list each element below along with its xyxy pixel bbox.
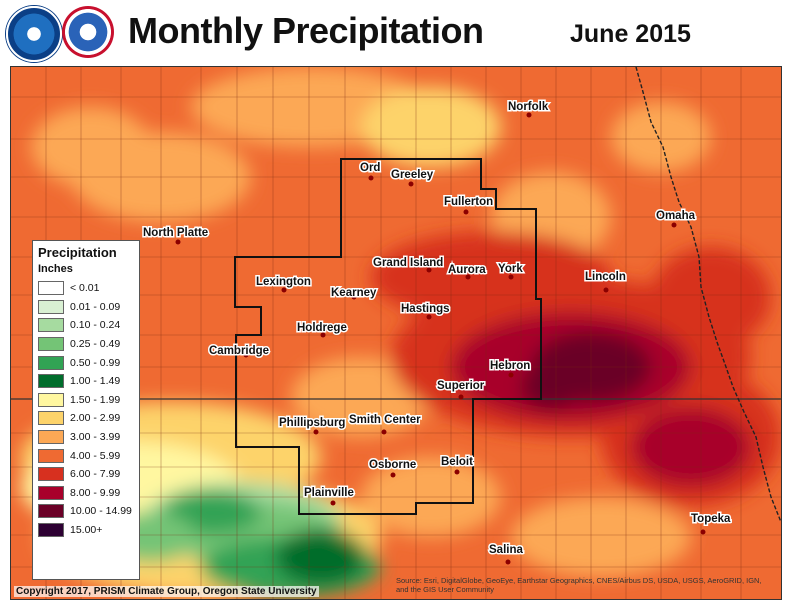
legend-swatch <box>38 523 64 538</box>
legend-swatch <box>38 485 64 500</box>
legend-label: 0.10 - 0.24 <box>70 319 121 332</box>
legend-swatch <box>38 374 64 389</box>
legend-swatch <box>38 355 64 370</box>
legend-label: 8.00 - 9.99 <box>70 486 121 499</box>
legend-label: 0.50 - 0.99 <box>70 356 121 369</box>
legend-label: 1.50 - 1.99 <box>70 393 121 406</box>
legend-label: 3.00 - 3.99 <box>70 431 121 444</box>
legend-swatch <box>38 430 64 445</box>
header: Monthly Precipitation June 2015 <box>0 0 792 66</box>
city-phillipsburg: Phillipsburg <box>279 417 345 429</box>
legend-row: 0.50 - 0.99 <box>38 353 134 372</box>
city-superior: Superior <box>437 380 485 392</box>
city-aurora: Aurora <box>448 264 486 276</box>
legend-label: 6.00 - 7.99 <box>70 468 121 481</box>
legend-row: < 0.01 <box>38 279 134 298</box>
county-lines <box>11 67 781 599</box>
period-label: June 2015 <box>570 20 691 48</box>
legend-row: 1.50 - 1.99 <box>38 391 134 410</box>
legend-row: 4.00 - 5.99 <box>38 446 134 465</box>
city-beloit: Beloit <box>441 456 473 468</box>
legend-row: 2.00 - 2.99 <box>38 409 134 428</box>
source-credit: Source: Esri, DigitalGlobe, GeoEye, Eart… <box>396 576 762 594</box>
city-markers <box>175 112 706 565</box>
legend-label: 2.00 - 2.99 <box>70 412 121 425</box>
legend-swatch <box>38 318 64 333</box>
legend-label: 15.00+ <box>70 524 103 537</box>
city-omaha: Omaha <box>656 210 696 222</box>
city-smith-center: Smith Center <box>349 414 421 426</box>
city-grand-island: Grand Island <box>373 257 443 269</box>
legend-row: 3.00 - 3.99 <box>38 428 134 447</box>
city-labels: Norfolk Ord Greeley Fullerton Omaha Nort… <box>142 100 733 558</box>
legend-swatch <box>38 448 64 463</box>
legend-label: < 0.01 <box>70 282 100 295</box>
legend-swatch <box>38 392 64 407</box>
noaa-logo <box>6 6 62 62</box>
legend-label: 10.00 - 14.99 <box>70 505 132 518</box>
city-greeley: Greeley <box>391 169 434 181</box>
legend-swatch <box>38 411 64 426</box>
legend-swatch <box>38 337 64 352</box>
city-york: York <box>498 263 523 275</box>
legend-rows: < 0.01 0.01 - 0.09 0.10 - 0.24 0.25 - 0.49 0… <box>38 279 134 539</box>
legend-label: 4.00 - 5.99 <box>70 449 121 462</box>
legend-units: Inches <box>38 263 73 275</box>
city-topeka: Topeka <box>691 513 731 525</box>
legend-row: 10.00 - 14.99 <box>38 502 134 521</box>
city-ord: Ord <box>360 162 380 174</box>
legend-row: 15.00+ <box>38 521 134 540</box>
legend-row: 0.10 - 0.24 <box>38 316 134 335</box>
legend-row: 6.00 - 7.99 <box>38 465 134 484</box>
forecast-area-outline <box>234 158 542 515</box>
legend-label: 0.25 - 0.49 <box>70 338 121 351</box>
city-plainville: Plainville <box>304 487 354 499</box>
legend-row: 8.00 - 9.99 <box>38 484 134 503</box>
precipitation-legend: Precipitation Inches < 0.01 0.01 - 0.09 0.… <box>32 240 140 580</box>
city-salina: Salina <box>489 544 523 556</box>
city-norfolk: Norfolk <box>508 101 549 113</box>
copyright-text: Copyright 2017, PRISM Climate Group, Ore… <box>14 586 319 597</box>
legend-row: 0.25 - 0.49 <box>38 335 134 354</box>
city-hastings: Hastings <box>401 303 450 315</box>
map-title: Monthly Precipitation <box>128 10 484 51</box>
city-fullerton: Fullerton <box>444 196 493 208</box>
legend-swatch <box>38 299 64 314</box>
legend-label: 0.01 - 0.09 <box>70 300 121 313</box>
legend-label: 1.00 - 1.49 <box>70 375 121 388</box>
nws-logo <box>62 6 114 58</box>
city-hebron: Hebron <box>490 360 530 372</box>
city-lexington: Lexington <box>256 276 311 288</box>
legend-swatch <box>38 281 64 296</box>
city-lincoln: Lincoln <box>585 271 626 283</box>
river-boundary <box>635 67 781 523</box>
legend-row: 1.00 - 1.49 <box>38 372 134 391</box>
legend-swatch <box>38 504 64 519</box>
city-osborne: Osborne <box>369 459 416 471</box>
city-cambridge: Cambridge <box>209 345 269 357</box>
legend-row: 0.01 - 0.09 <box>38 298 134 317</box>
city-holdrege: Holdrege <box>297 322 347 334</box>
legend-title: Precipitation <box>38 245 117 260</box>
city-north-platte: North Platte <box>143 227 208 239</box>
legend-swatch <box>38 467 64 482</box>
city-kearney: Kearney <box>331 287 377 299</box>
